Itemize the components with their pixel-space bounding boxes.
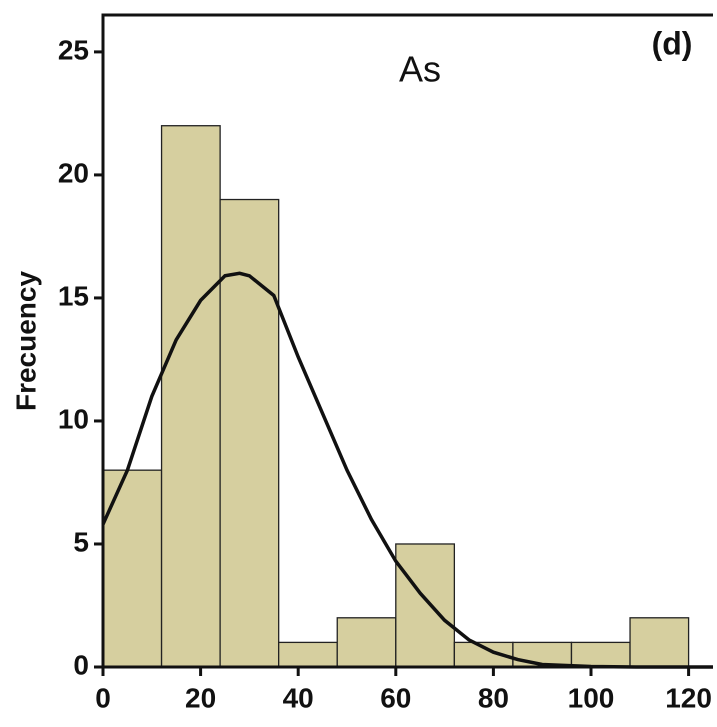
bar [219, 198, 280, 668]
y-tick-label: 25 [58, 34, 89, 65]
y-tick-label: 0 [73, 649, 89, 680]
bar [629, 617, 690, 668]
y-tick-label: 5 [73, 526, 89, 557]
x-tick-label: 40 [283, 682, 314, 713]
y-tick-label: 20 [58, 157, 89, 188]
bar [395, 543, 456, 668]
bar [336, 617, 397, 668]
x-tick-label: 20 [185, 682, 216, 713]
y-tick-label: 15 [58, 280, 89, 311]
annotation: (d) [652, 25, 693, 61]
x-tick-label: 0 [95, 682, 111, 713]
y-tick-label: 10 [58, 403, 89, 434]
x-tick-label: 60 [380, 682, 411, 713]
bar [160, 125, 221, 668]
bar [570, 641, 631, 668]
chart-title: As [399, 49, 441, 90]
bar [102, 469, 163, 668]
axis-frame [101, 13, 713, 669]
x-tick-label: 100 [568, 682, 615, 713]
x-tick-label: 120 [665, 682, 712, 713]
bar [278, 641, 338, 668]
fit-curve [101, 271, 713, 669]
x-tick-label: 80 [478, 682, 509, 713]
y-axis-label: Frecuency [10, 271, 41, 411]
